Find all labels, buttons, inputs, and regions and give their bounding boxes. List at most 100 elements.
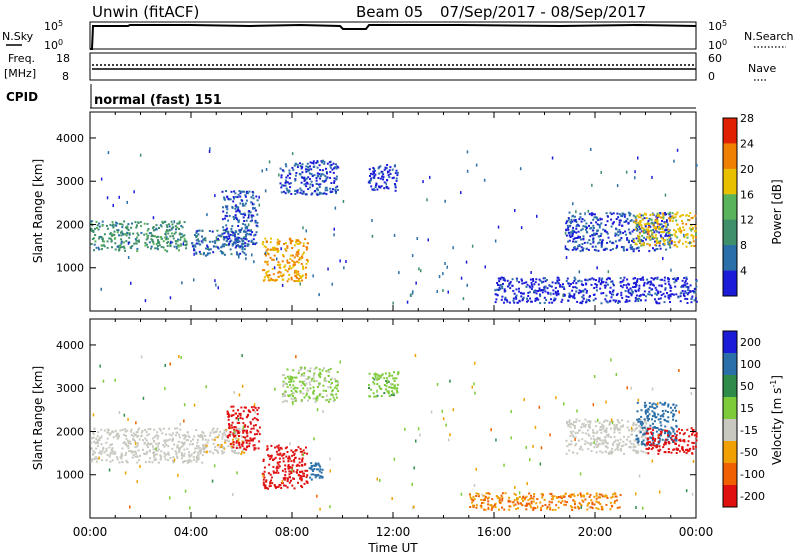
data-cell	[91, 224, 94, 227]
data-cell	[252, 238, 255, 241]
data-cell	[238, 393, 241, 397]
data-cell	[579, 492, 582, 495]
data-cell	[254, 433, 256, 436]
data-cell	[222, 206, 224, 209]
data-cell	[672, 217, 675, 220]
data-cell	[244, 194, 247, 197]
data-cell	[522, 297, 524, 300]
data-cell	[597, 436, 600, 439]
data-cell	[120, 230, 123, 233]
data-cell	[686, 444, 689, 447]
data-cell	[378, 385, 381, 388]
data-cell	[164, 249, 167, 252]
data-cell	[92, 453, 95, 456]
data-cell	[326, 189, 329, 192]
data-cell	[651, 213, 654, 216]
data-cell	[324, 377, 326, 380]
data-cell	[152, 235, 155, 237]
data-cell	[601, 423, 604, 426]
data-cell	[178, 233, 181, 236]
data-cell	[329, 505, 331, 509]
data-cell	[237, 193, 240, 196]
data-cell	[483, 178, 486, 182]
data-cell	[578, 448, 581, 451]
data-cell	[436, 382, 439, 386]
colorbar-tick-label: -100	[740, 468, 765, 481]
data-cell	[565, 422, 568, 425]
data-cell	[667, 420, 670, 423]
data-cell	[299, 187, 302, 190]
data-cell	[335, 393, 338, 396]
data-cell	[628, 283, 631, 286]
data-cell	[316, 183, 319, 185]
data-cell	[386, 164, 389, 166]
data-cell	[603, 495, 606, 498]
data-cell	[296, 239, 299, 242]
data-cell	[278, 453, 281, 456]
data-cell	[550, 492, 553, 495]
data-cell	[297, 163, 299, 167]
data-cell	[310, 180, 313, 183]
data-cell	[577, 230, 580, 233]
data-cell	[622, 246, 625, 248]
data-cell	[557, 500, 560, 503]
data-cell	[299, 450, 302, 453]
data-cell	[663, 443, 665, 446]
data-cell	[336, 384, 339, 387]
data-cell	[194, 234, 196, 237]
data-cell	[473, 483, 476, 487]
data-cell	[497, 284, 499, 286]
data-cell	[208, 230, 211, 232]
data-cell	[121, 428, 124, 431]
data-cell	[538, 278, 541, 281]
data-cell	[654, 277, 657, 280]
data-cell	[303, 183, 306, 186]
data-cell	[689, 241, 691, 245]
data-cell	[321, 395, 324, 398]
data-cell	[611, 241, 614, 244]
data-cell	[308, 381, 311, 384]
data-cell	[232, 434, 235, 437]
data-cell	[612, 299, 615, 302]
data-cell	[643, 229, 645, 232]
data-cell	[616, 212, 619, 215]
data-cell	[226, 230, 229, 233]
data-cell	[534, 281, 537, 284]
data-cell	[265, 272, 268, 274]
data-cell	[269, 279, 271, 282]
data-cell	[647, 233, 650, 236]
data-cell	[271, 267, 274, 270]
data-cell	[539, 279, 542, 282]
data-cell	[668, 297, 671, 300]
data-cell	[653, 439, 656, 442]
x-tick-label: 00:00	[73, 525, 108, 539]
data-cell	[573, 215, 576, 218]
data-cell	[398, 271, 400, 275]
data-cell	[604, 445, 607, 448]
data-cell	[638, 223, 641, 226]
data-cell	[230, 447, 233, 450]
data-cell	[616, 447, 619, 450]
data-cell	[208, 450, 211, 453]
data-cell	[647, 407, 650, 410]
data-cell	[176, 455, 179, 458]
data-cell	[645, 404, 648, 407]
data-cell	[197, 238, 200, 241]
data-cell	[692, 226, 695, 229]
data-cell	[148, 460, 151, 463]
data-cell	[438, 275, 441, 279]
data-cell	[310, 168, 313, 171]
data-cell	[179, 236, 182, 239]
data-cell	[655, 226, 657, 229]
data-cell	[305, 185, 308, 188]
data-cell	[288, 182, 291, 185]
data-cell	[648, 222, 650, 225]
data-cell	[687, 218, 690, 221]
colorbar-frame	[722, 330, 738, 508]
data-cell	[518, 290, 520, 293]
data-cell	[649, 238, 652, 241]
data-cell	[650, 442, 653, 445]
data-cell	[515, 288, 518, 291]
data-cell	[263, 278, 266, 281]
data-cell	[241, 239, 244, 242]
